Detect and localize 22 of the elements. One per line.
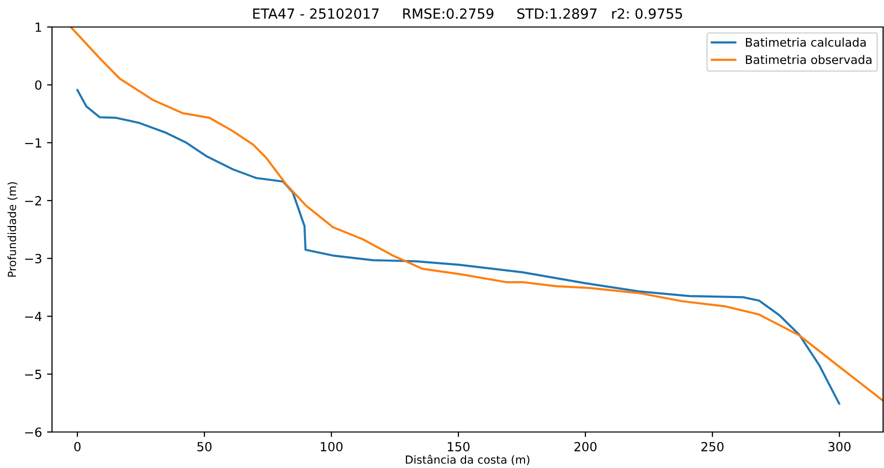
x-tick-label: 250 [701,442,724,452]
x-tick-label: 50 [197,442,212,452]
legend-label: Batimetria observada [746,54,872,64]
x-tick-label: 150 [448,442,470,452]
y-tick-label: −3 [25,254,42,264]
x-tick-label: 0 [74,442,81,452]
chart-title: ETA47 - 25102017 RMSE:0.2759 STD:1.2897 r2: 0.9755 [253,8,682,19]
line-series [76,89,840,405]
x-axis-title: Distância da costa (m) [406,454,530,466]
y-tick-label: 1 [36,22,42,32]
y-axis-title: Profundidade (m) [8,182,18,277]
x-tick-label: 200 [574,442,597,452]
y-tick-label: −1 [25,138,42,148]
y-tick-label: −4 [25,312,42,322]
x-tick-label: 300 [828,442,851,452]
y-tick-label: −2 [25,196,42,206]
y-tick-label: 0 [35,80,42,90]
x-tick-label: 100 [320,442,343,452]
y-tick-label: −5 [25,370,42,380]
line-series [70,27,884,402]
y-tick-label: −6 [25,427,42,437]
legend-label: Batimetria calculada [746,38,866,47]
